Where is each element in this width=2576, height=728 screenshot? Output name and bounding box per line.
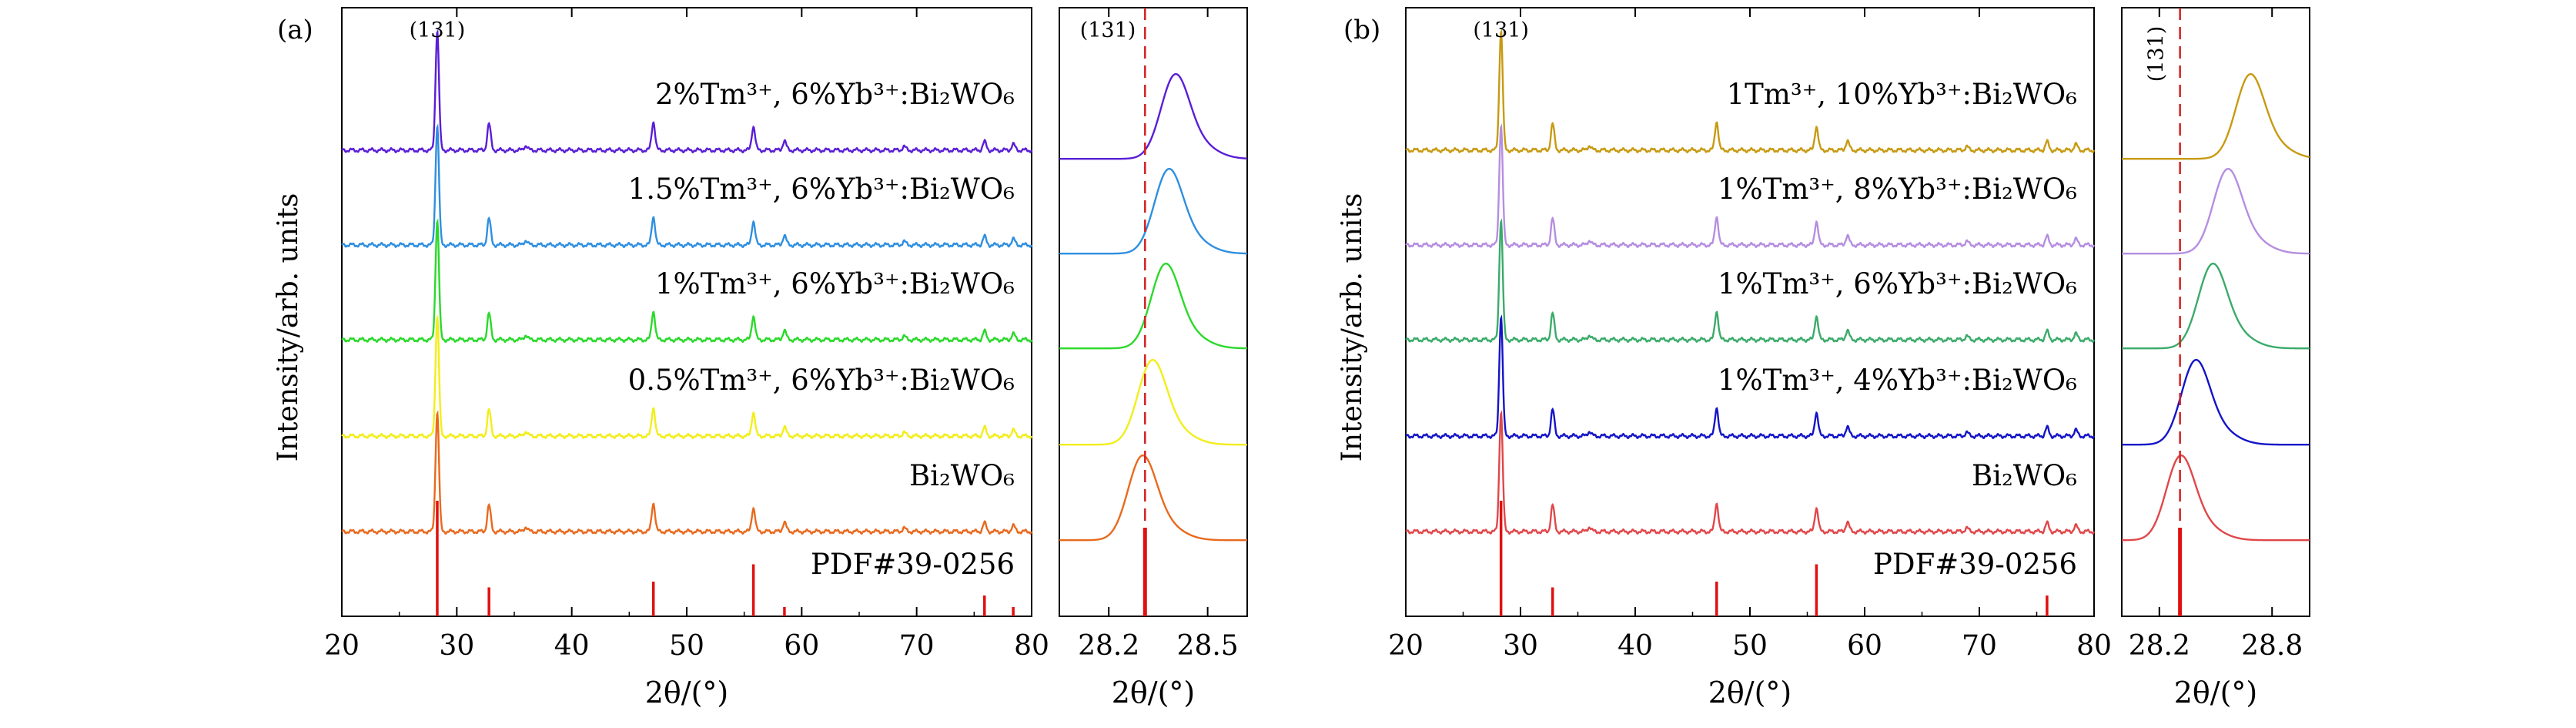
series-label-3: 1%Tm³⁺, 6%Yb³⁺:Bi₂WO₆ [655,267,1015,300]
zoom-trace-2 [2122,167,2310,255]
series-label-2: 1.5%Tm³⁺, 6%Yb³⁺:Bi₂WO₆ [628,173,1015,206]
reference-label: PDF#39-0256 [811,548,1015,581]
x-tick-label: 70 [899,630,935,662]
x-tick-label: 40 [1618,630,1653,662]
xrd-trace-5 [341,410,1033,535]
zoom-plot-frame [2121,7,2310,617]
series-label-5: Bi₂WO₆ [1972,459,2077,492]
x-tick-label: 30 [1503,630,1538,662]
zoom-x-tick-label: 28.5 [1177,630,1239,662]
xrd-trace-1 [1405,29,2096,154]
x-tick-label: 70 [1962,630,1997,662]
xrd-trace-2 [341,123,1033,249]
panel-a: (a) Intensity/arb. units 2%Tm³⁺, 6%Yb³⁺:Bi… [273,7,1248,710]
zoom-trace-5 [2122,454,2310,542]
panel-label: (b) [1343,15,1380,45]
zoom-trace-5 [1059,454,1247,542]
zoom-x-axis-label: 2θ/(°) [2174,676,2258,710]
x-tick-label: 80 [2076,630,2112,662]
y-axis-label: Intensity/arb. units [1337,193,1368,462]
x-tick-label: 60 [784,630,819,662]
x-tick-label: 50 [669,630,704,662]
xrd-trace-4 [341,314,1033,440]
zoom-plot-frame [1059,7,1248,617]
series-label-5: Bi₂WO₆ [909,459,1015,492]
x-tick-label: 20 [1388,630,1423,662]
xrd-trace-3 [1405,218,2096,344]
xrd-trace-1 [341,29,1033,154]
x-axis-label: 2θ/(°) [645,676,729,710]
zoom-trace-1 [2122,72,2310,160]
zoom-peak-annotation: (131) [1080,18,1136,42]
x-axis-label: 2θ/(°) [1708,676,1792,710]
series-label-4: 1%Tm³⁺, 4%Yb³⁺:Bi₂WO₆ [1718,364,2077,397]
x-tick-label: 40 [554,630,590,662]
panel-label: (a) [277,15,313,45]
zoom-x-axis-label: 2θ/(°) [1112,676,1196,710]
xrd-trace-5 [1405,410,2096,535]
peak-annotation: (131) [410,18,466,42]
zoom-trace-3 [1059,262,1248,350]
zoom-trace-2 [1059,167,1248,255]
zoom-trace-4 [1059,358,1247,446]
series-label-3: 1%Tm³⁺, 6%Yb³⁺:Bi₂WO₆ [1718,267,2077,300]
zoom-x-tick-label: 28.8 [2241,630,2303,662]
xrd-trace-3 [341,218,1033,344]
x-tick-label: 20 [324,630,360,662]
y-axis-label: Intensity/arb. units [273,193,304,462]
panel-b: (b) Intensity/arb. units 1Tm³⁺, 10%Yb³⁺:Bi… [1337,7,2310,710]
series-label-2: 1%Tm³⁺, 8%Yb³⁺:Bi₂WO₆ [1718,173,2077,206]
series-label-1: 1Tm³⁺, 10%Yb³⁺:Bi₂WO₆ [1727,78,2077,111]
zoom-trace-4 [2122,358,2310,446]
x-tick-label: 60 [1847,630,1882,662]
zoom-trace-1 [1059,72,1248,160]
series-label-1: 2%Tm³⁺, 6%Yb³⁺:Bi₂WO₆ [655,78,1015,111]
zoom-x-tick-label: 28.2 [2129,630,2190,662]
x-tick-label: 50 [1732,630,1768,662]
xrd-trace-2 [1405,123,2096,249]
x-tick-label: 30 [439,630,474,662]
xrd-trace-4 [1405,314,2096,440]
zoom-x-tick-label: 28.2 [1078,630,1139,662]
reference-label: PDF#39-0256 [1873,548,2077,581]
zoom-peak-annotation: (131) [2145,26,2169,82]
x-tick-label: 80 [1014,630,1049,662]
series-label-4: 0.5%Tm³⁺, 6%Yb³⁺:Bi₂WO₆ [628,364,1015,397]
peak-annotation: (131) [1473,18,1529,42]
zoom-trace-3 [2122,262,2310,350]
